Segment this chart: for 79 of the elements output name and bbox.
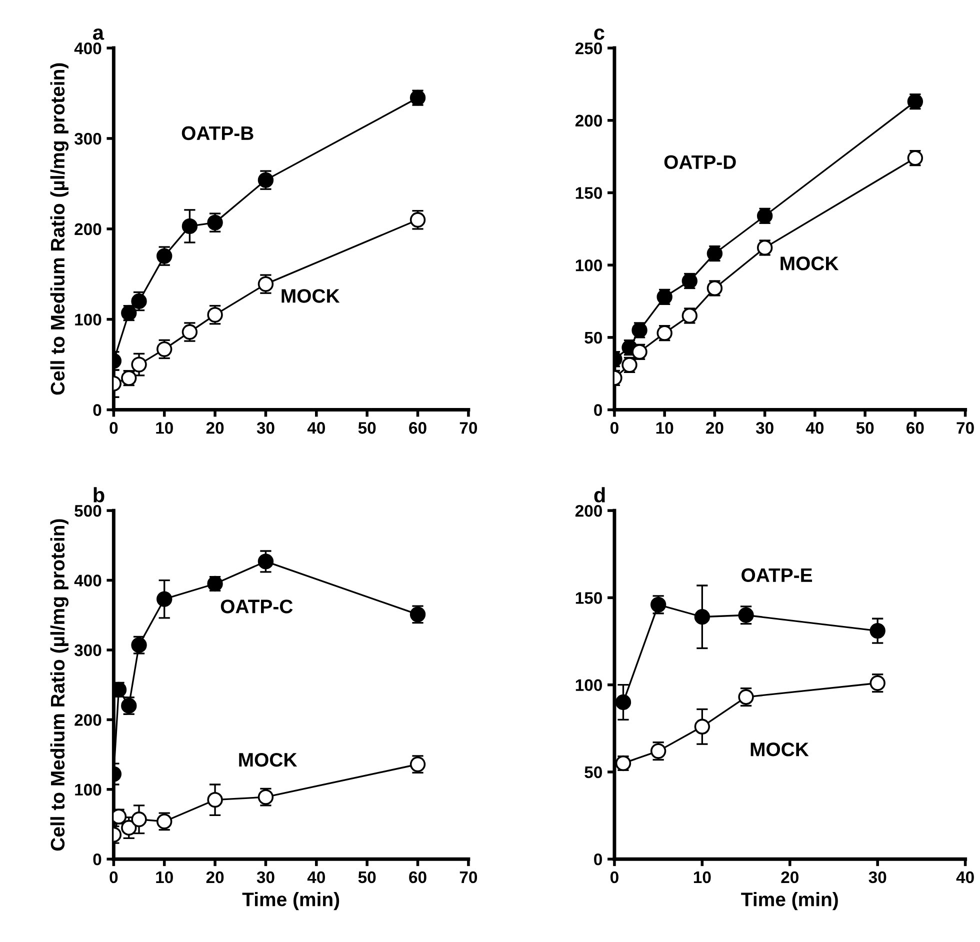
series-label: MOCK: [239, 752, 298, 767]
text: OATP-D: [664, 155, 736, 170]
point: [121, 820, 137, 836]
y-axis-title: Cell to Medium Ratio (µl/mg protein): [50, 519, 69, 851]
x-tick-label: 70: [460, 422, 478, 434]
chart-title: b: [94, 487, 104, 502]
x-tick-label: 40: [307, 422, 325, 434]
x-tick-label: 0: [110, 422, 118, 434]
x-tick-label: 0: [610, 871, 618, 884]
series-label: OATP-E: [742, 568, 812, 582]
point: [258, 554, 274, 570]
x-tick-label: 10: [156, 871, 173, 884]
y-tick-label: 0: [594, 404, 602, 416]
y-tick-label: 250: [575, 42, 602, 54]
point: [207, 792, 223, 808]
x-tick-label: 20: [781, 871, 798, 884]
x-tick-label: 60: [409, 422, 426, 434]
x-axis-title: Time (min): [242, 892, 340, 910]
y-tick-label: 100: [576, 679, 602, 692]
y-tick-label: 100: [75, 784, 102, 796]
x-tick-label: 40: [956, 871, 974, 884]
x-tick-label: 30: [256, 871, 274, 884]
y-tick-label: 0: [93, 854, 102, 866]
y-axis-title: Cell to Medium Ratio (µl/mg protein): [50, 63, 69, 395]
x-tick-label: 50: [358, 871, 376, 884]
x-tick-label: 10: [656, 422, 674, 434]
x-tick-label: 10: [694, 871, 711, 884]
y-tick-label: 0: [93, 404, 102, 416]
point: [182, 218, 198, 234]
y-tick-label: 100: [75, 314, 102, 326]
y-tick-label: 400: [74, 42, 102, 54]
x-tick-label: 60: [906, 422, 924, 434]
x-tick-label: 40: [806, 422, 824, 434]
x-tick-label: 50: [856, 422, 874, 434]
point: [870, 622, 886, 639]
y-tick-label: 200: [575, 114, 602, 127]
chart-title: a: [93, 28, 104, 40]
x-tick-label: 70: [460, 871, 478, 884]
chart-title: c: [594, 28, 604, 40]
y-tick-label: 50: [584, 332, 602, 344]
point: [615, 694, 632, 710]
y-tick-label: 300: [74, 132, 102, 145]
y-tick-label: 200: [575, 504, 602, 517]
x-axis-title: Time (min): [741, 892, 838, 910]
y-tick-label: 200: [74, 714, 102, 726]
y-tick-label: 50: [584, 766, 602, 778]
point: [131, 812, 147, 828]
x-tick-label: 20: [706, 422, 724, 434]
x-tick-label: 50: [358, 422, 376, 434]
x-tick-label: 30: [868, 871, 886, 884]
y-tick-label: 300: [74, 644, 102, 656]
x-tick-label: 0: [610, 422, 618, 434]
series-label: MOCK: [282, 289, 340, 303]
y-tick-label: 150: [576, 187, 602, 199]
series-label: OATP-C: [220, 600, 293, 614]
x-tick-label: 40: [307, 871, 325, 884]
y-tick-label: 200: [74, 223, 102, 236]
point: [694, 609, 710, 625]
series-label: MOCK: [750, 742, 809, 756]
x-tick-label: 70: [956, 422, 974, 434]
x-tick-label: 10: [156, 422, 173, 434]
y-tick-label: 0: [594, 854, 602, 866]
x-tick-label: 30: [756, 422, 774, 434]
point: [131, 356, 147, 372]
y-tick-label: 400: [74, 574, 102, 586]
x-tick-label: 60: [409, 871, 426, 884]
x-tick-label: 30: [256, 422, 274, 434]
y-tick-label: 100: [576, 259, 602, 272]
point: [156, 591, 172, 607]
series-label: MOCK: [780, 256, 839, 270]
x-tick-label: 20: [206, 871, 224, 884]
chart-title: d: [594, 487, 605, 502]
point: [410, 212, 426, 228]
y-tick-label: 150: [576, 592, 602, 604]
point: [694, 718, 710, 735]
series-label: OATP-B: [182, 126, 254, 140]
x-tick-label: 0: [110, 871, 118, 884]
x-tick-label: 20: [206, 422, 224, 434]
y-tick-label: 500: [74, 504, 102, 517]
